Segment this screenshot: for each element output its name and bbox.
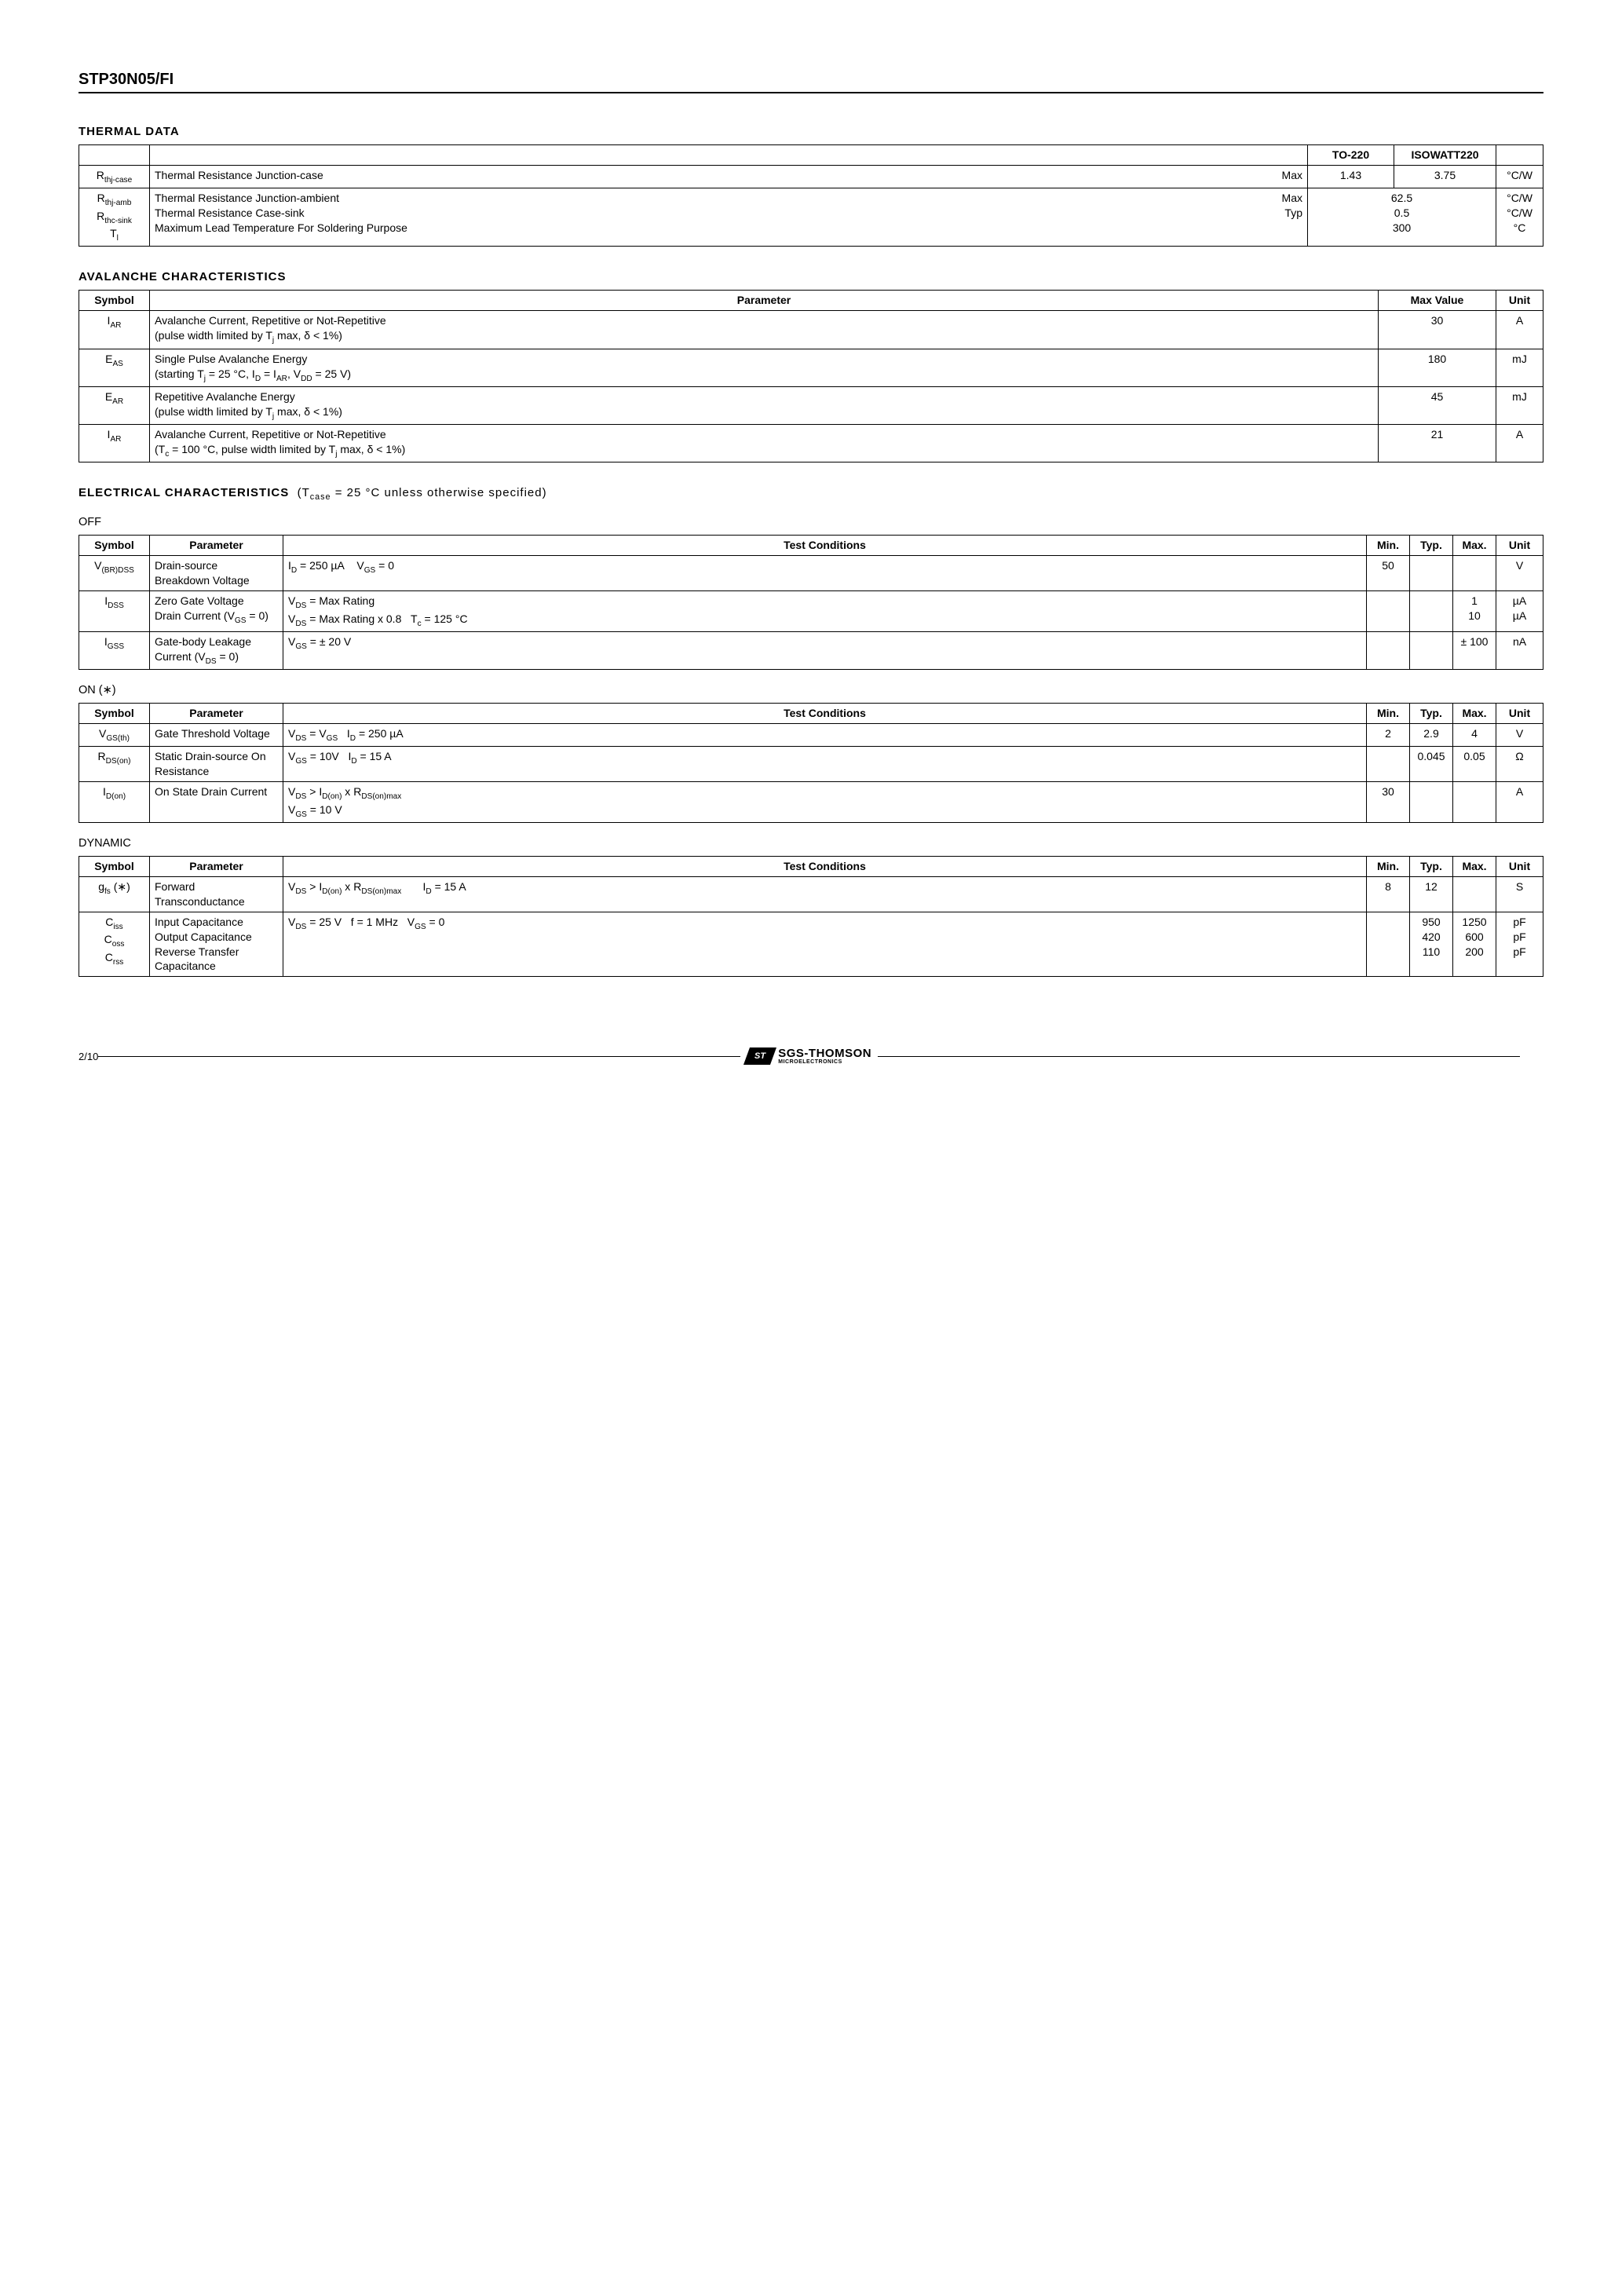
table-row: ID(on) On State Drain Current VDS > ID(o…: [79, 782, 1543, 823]
page-number: 2/10: [79, 1051, 98, 1062]
table-row: CissCossCrss Input Capacitance Output Ca…: [79, 912, 1543, 977]
table-row: Rthj-amb Rthc-sink Tl Thermal Resistance…: [79, 188, 1543, 247]
table-row: Rthj-case Thermal Resistance Junction-ca…: [79, 165, 1543, 188]
on-title: ON (∗): [79, 684, 1543, 696]
table-row: V(BR)DSS Drain-sourceBreakdown Voltage I…: [79, 556, 1543, 591]
sgs-thomson-logo: ST SGS-THOMSON MICROELECTRONICS: [740, 1047, 878, 1065]
table-row: IGSS Gate-body LeakageCurrent (VDS = 0) …: [79, 631, 1543, 669]
thermal-title: THERMAL DATA: [79, 125, 1543, 138]
table-row: VGS(th) Gate Threshold Voltage VDS = VGS…: [79, 724, 1543, 747]
table-row: IAR Avalanche Current, Repetitive or Not…: [79, 425, 1543, 462]
dynamic-title: DYNAMIC: [79, 837, 1543, 850]
part-number: STP30N05/FI: [79, 71, 1543, 93]
off-title: OFF: [79, 516, 1543, 528]
table-row: RDS(on) Static Drain-source OnResistance…: [79, 747, 1543, 782]
on-table: Symbol Parameter Test Conditions Min. Ty…: [79, 703, 1543, 823]
th-isow: ISOWATT220: [1394, 145, 1496, 166]
th-to220: TO-220: [1308, 145, 1394, 166]
table-row: IAR Avalanche Current, Repetitive or Not…: [79, 311, 1543, 349]
avalanche-title: AVALANCHE CHARACTERISTICS: [79, 270, 1543, 283]
thermal-table: TO-220 ISOWATT220 Rthj-case Thermal Resi…: [79, 144, 1543, 247]
table-row: gfs (∗) ForwardTransconductance VDS > ID…: [79, 876, 1543, 912]
dynamic-table: Symbol Parameter Test Conditions Min. Ty…: [79, 856, 1543, 977]
electrical-title: ELECTRICAL CHARACTERISTICS (Tcase = 25 °…: [79, 486, 1543, 502]
off-table: Symbol Parameter Test Conditions Min. Ty…: [79, 535, 1543, 670]
table-row: IDSS Zero Gate VoltageDrain Current (VGS…: [79, 591, 1543, 632]
table-row: EAS Single Pulse Avalanche Energy(starti…: [79, 349, 1543, 386]
table-row: EAR Repetitive Avalanche Energy(pulse wi…: [79, 386, 1543, 424]
logo-icon: ST: [743, 1047, 776, 1065]
footer: 2/10 ST SGS-THOMSON MICROELECTRONICS: [79, 1047, 1543, 1065]
electrical-cond: (Tcase = 25 °C unless otherwise specifie…: [289, 486, 546, 499]
avalanche-table: Symbol Parameter Max Value Unit IAR Aval…: [79, 290, 1543, 462]
